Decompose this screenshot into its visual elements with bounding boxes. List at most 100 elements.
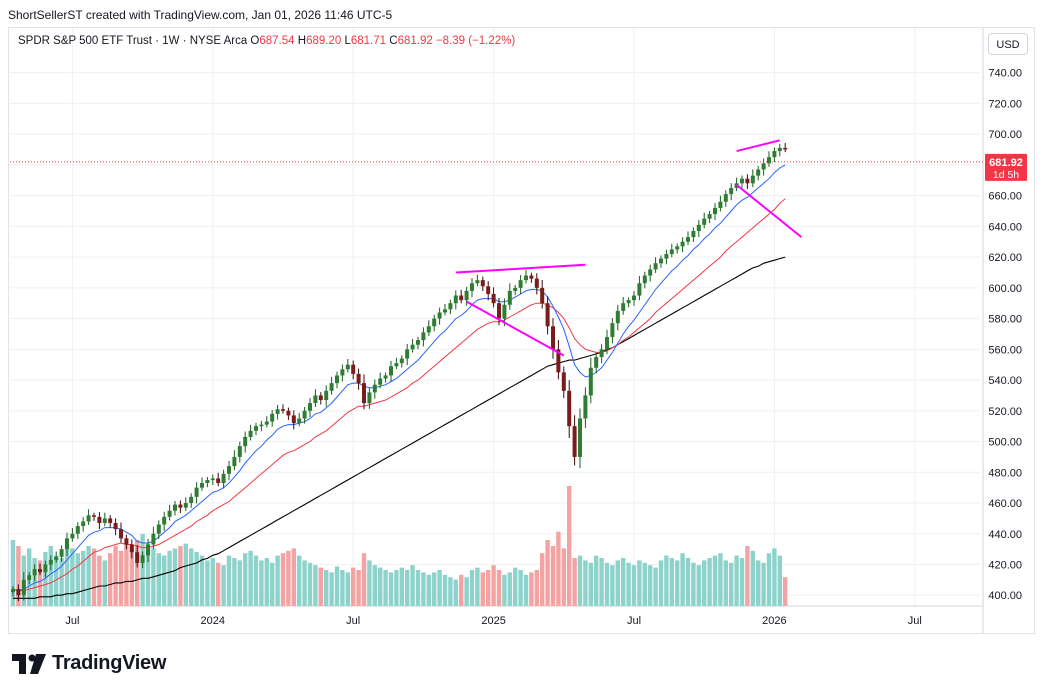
candle-body [507, 290, 512, 305]
candle-body [378, 378, 383, 385]
volume-bar [626, 562, 631, 606]
volume-bar [264, 558, 269, 606]
candle-body [162, 516, 167, 525]
candle-body [178, 504, 183, 508]
volume-bar [216, 562, 221, 606]
candle-body [264, 421, 269, 425]
candle-body [610, 323, 615, 338]
candle-body [437, 312, 442, 319]
volume-bar [545, 540, 550, 606]
candle-body [680, 241, 685, 247]
candle-body [648, 269, 653, 276]
volume-bar [270, 562, 275, 606]
ema-20-line [12, 198, 786, 592]
volume-bar [437, 570, 442, 606]
candle-body [367, 392, 372, 404]
volume-bar [685, 558, 691, 606]
volume-bar [378, 567, 383, 606]
volume-bar [745, 546, 750, 606]
y-tick-label: 660.00 [988, 191, 1022, 203]
volume-bar [205, 560, 210, 606]
candle-body [65, 538, 69, 550]
currency-button[interactable]: USD [988, 33, 1028, 55]
volume-bar [739, 558, 745, 606]
y-tick-label: 400.00 [988, 590, 1022, 602]
candle-body [43, 564, 48, 573]
candle-body [227, 466, 231, 474]
volume-bar [189, 548, 194, 606]
candle-body [38, 569, 42, 573]
volume-bar [502, 574, 507, 606]
volume-bar [313, 565, 318, 606]
candle-body [275, 409, 280, 414]
volume-bar [723, 560, 728, 606]
tradingview-logo[interactable]: TradingView [12, 652, 166, 675]
candle-body [183, 503, 188, 508]
candle-body [410, 344, 415, 350]
volume-bar [334, 566, 340, 606]
candle-body [167, 510, 172, 517]
tradingview-logo-icon [12, 653, 46, 674]
volume-bar [329, 572, 334, 606]
candle-body [232, 456, 237, 467]
volume-bar [475, 567, 480, 606]
volume-bar [718, 553, 723, 606]
y-tick-label: 420.00 [988, 560, 1022, 572]
candle-body [151, 533, 156, 545]
candle-body [707, 214, 712, 219]
candle-body [135, 552, 140, 563]
candle-body [642, 275, 647, 284]
candle-body [669, 249, 674, 255]
volume-bar [345, 572, 350, 606]
volume-bar [777, 555, 782, 606]
candle-body [459, 295, 464, 301]
volume-bar [415, 570, 421, 606]
candle-body [173, 504, 177, 511]
volume-bar [178, 546, 183, 606]
candle-body [237, 446, 242, 457]
candle-body [281, 409, 285, 411]
candle-body [216, 478, 221, 484]
candle-body [146, 544, 150, 556]
volume-bar [286, 550, 291, 606]
y-tick-label: 500.00 [988, 437, 1022, 449]
volume-bar [156, 553, 161, 606]
volume-bar [637, 560, 642, 606]
volume-bar [307, 562, 313, 606]
volume-bar [372, 565, 377, 606]
volume-bar [361, 553, 367, 606]
volume-bar [426, 574, 431, 606]
volume-bar [523, 574, 529, 606]
candle-body [729, 187, 734, 195]
candle-body [540, 287, 545, 304]
candle-body [632, 295, 636, 301]
volume-bar [59, 558, 64, 606]
volume-bar [383, 570, 388, 606]
volume-bar [696, 565, 701, 606]
volume-bar [118, 550, 124, 606]
candle-body [534, 278, 539, 288]
volume-bar [356, 570, 361, 606]
symbol-name[interactable]: SPDR S&P 500 ETF Trust · 1W · NYSE Arca [18, 35, 248, 47]
candle-body [740, 178, 744, 184]
volume-bar [702, 560, 707, 606]
volume-bar [534, 570, 539, 606]
x-tick-label: Jul [346, 615, 360, 627]
high-value: 689.20 [306, 35, 342, 47]
volume-bar [604, 562, 610, 606]
candle-body [675, 246, 680, 250]
open-value: 687.54 [259, 35, 295, 47]
volume-bar [707, 558, 712, 606]
candle-body [480, 280, 485, 287]
volume-bar [556, 531, 561, 606]
candle-body [70, 533, 75, 539]
close-label: C [389, 35, 398, 47]
volume-bar [675, 560, 680, 606]
close-value: 681.92 [397, 35, 433, 47]
volume-bar [140, 534, 145, 606]
volume-bar [540, 553, 545, 606]
volume-bar [421, 572, 426, 606]
volume-bar [172, 548, 178, 606]
volume-bar [448, 577, 453, 606]
